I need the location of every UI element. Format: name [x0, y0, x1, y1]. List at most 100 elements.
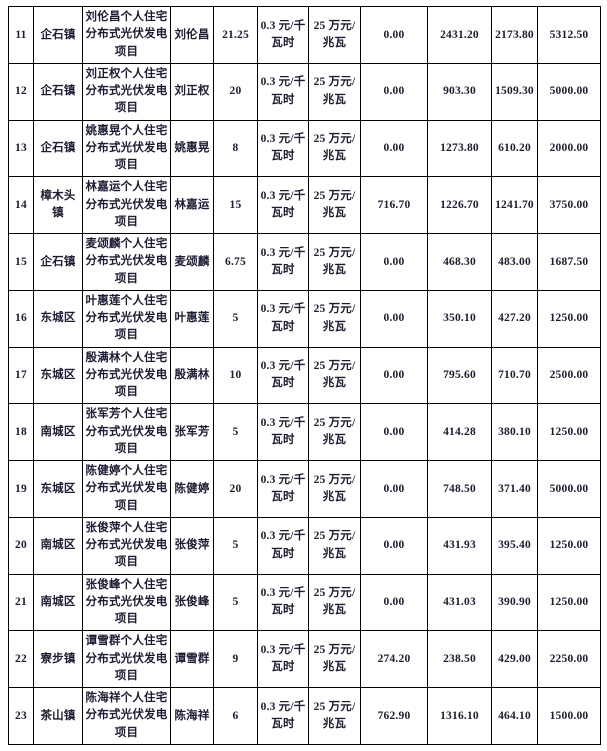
cell-applicant-name: 谭雪群 [170, 630, 214, 688]
cell-project-name: 谭雪群个人住宅分布式光伏发电项目 [82, 630, 171, 688]
cell-subsidy-price: 0.3 元/千瓦时 [257, 176, 309, 234]
cell-project-name: 刘伦昌个人住宅分布式光伏发电项目 [82, 6, 171, 64]
cell-serial-number: 19 [8, 460, 34, 518]
cell-subsidy-standard: 25 万元/兆瓦 [308, 573, 361, 632]
cell-amount-column-2: 431.03 [427, 573, 492, 632]
cell-capacity-kw: 5 [213, 516, 258, 575]
cell-serial-number: 15 [8, 233, 34, 291]
cell-amount-column-1: 0.00 [360, 346, 428, 405]
cell-amount-column-3: 483.00 [491, 233, 538, 291]
table-row: 14 樟木头镇 林嘉运个人住宅分布式光伏发电项目 林嘉运 15 0.3 元/千瓦时 25 万… [8, 176, 601, 234]
cell-amount-column-3: 610.20 [491, 119, 538, 178]
cell-project-name: 林嘉运个人住宅分布式光伏发电项目 [82, 176, 171, 234]
cell-amount-column-3: 1509.30 [491, 62, 538, 121]
table-row: 11 企石镇 刘伦昌个人住宅分布式光伏发电项目 刘伦昌 21.25 0.3 元/千瓦时 25… [8, 6, 601, 64]
cell-total-amount: 1250.00 [537, 403, 601, 461]
cell-subsidy-standard: 25 万元/兆瓦 [308, 460, 361, 518]
cell-total-amount: 1250.00 [537, 289, 601, 348]
cell-total-amount: 5000.00 [537, 62, 601, 121]
cell-amount-column-3: 390.90 [491, 573, 538, 632]
cell-serial-number: 11 [8, 6, 34, 64]
cell-capacity-kw: 5 [213, 289, 258, 348]
cell-total-amount: 1687.50 [537, 233, 601, 291]
cell-serial-number: 16 [8, 289, 34, 348]
cell-capacity-kw: 20 [213, 460, 258, 518]
cell-amount-column-2: 903.30 [427, 62, 492, 121]
cell-amount-column-3: 427.20 [491, 289, 538, 348]
cell-town-name: 企石镇 [33, 62, 83, 121]
cell-amount-column-3: 464.10 [491, 687, 538, 745]
cell-project-name: 姚惠晃个人住宅分布式光伏发电项目 [82, 119, 171, 178]
cell-amount-column-3: 429.00 [491, 630, 538, 688]
cell-project-name: 陈健婷个人住宅分布式光伏发电项目 [82, 460, 171, 518]
cell-applicant-name: 张俊峰 [170, 573, 214, 632]
cell-subsidy-standard: 25 万元/兆瓦 [308, 630, 361, 688]
cell-amount-column-2: 350.10 [427, 289, 492, 348]
cell-town-name: 东城区 [33, 460, 83, 518]
cell-project-name: 刘正权个人住宅分布式光伏发电项目 [82, 62, 171, 121]
cell-town-name: 南城区 [33, 573, 83, 632]
cell-total-amount: 2000.00 [537, 119, 601, 178]
cell-amount-column-3: 395.40 [491, 516, 538, 575]
cell-serial-number: 13 [8, 119, 34, 178]
cell-subsidy-price: 0.3 元/千瓦时 [257, 233, 309, 291]
cell-applicant-name: 刘伦昌 [170, 6, 214, 64]
cell-serial-number: 14 [8, 176, 34, 234]
cell-subsidy-price: 0.3 元/千瓦时 [257, 403, 309, 461]
cell-subsidy-price: 0.3 元/千瓦时 [257, 289, 309, 348]
cell-amount-column-2: 795.60 [427, 346, 492, 405]
cell-amount-column-3: 2173.80 [491, 6, 538, 64]
table-row: 19 东城区 陈健婷个人住宅分布式光伏发电项目 陈健婷 20 0.3 元/千瓦时 25 万元… [8, 460, 601, 518]
cell-applicant-name: 姚惠晃 [170, 119, 214, 178]
cell-town-name: 南城区 [33, 403, 83, 461]
cell-subsidy-standard: 25 万元/兆瓦 [308, 119, 361, 178]
cell-applicant-name: 麦颂麟 [170, 233, 214, 291]
cell-amount-column-1: 716.70 [360, 176, 428, 234]
cell-project-name: 殷满林个人住宅分布式光伏发电项目 [82, 346, 171, 405]
cell-project-name: 张军芳个人住宅分布式光伏发电项目 [82, 403, 171, 461]
cell-amount-column-3: 380.10 [491, 403, 538, 461]
cell-subsidy-price: 0.3 元/千瓦时 [257, 460, 309, 518]
table-row: 12 企石镇 刘正权个人住宅分布式光伏发电项目 刘正权 20 0.3 元/千瓦时 25 万元… [8, 62, 601, 121]
cell-subsidy-standard: 25 万元/兆瓦 [308, 346, 361, 405]
cell-capacity-kw: 8 [213, 119, 258, 178]
cell-amount-column-1: 0.00 [360, 460, 428, 518]
cell-serial-number: 17 [8, 346, 34, 405]
cell-total-amount: 5000.00 [537, 460, 601, 518]
cell-applicant-name: 张军芳 [170, 403, 214, 461]
table-body: 11 企石镇 刘伦昌个人住宅分布式光伏发电项目 刘伦昌 21.25 0.3 元/千瓦时 25… [8, 6, 601, 745]
cell-capacity-kw: 20 [213, 62, 258, 121]
cell-subsidy-price: 0.3 元/千瓦时 [257, 630, 309, 688]
cell-applicant-name: 刘正权 [170, 62, 214, 121]
table-row: 20 南城区 张俊萍个人住宅分布式光伏发电项目 张俊萍 5 0.3 元/千瓦时 25 万元/… [8, 516, 601, 575]
cell-amount-column-2: 468.30 [427, 233, 492, 291]
cell-amount-column-1: 0.00 [360, 6, 428, 64]
cell-subsidy-standard: 25 万元/兆瓦 [308, 687, 361, 745]
cell-amount-column-1: 0.00 [360, 119, 428, 178]
cell-applicant-name: 殷满林 [170, 346, 214, 405]
cell-capacity-kw: 6.75 [213, 233, 258, 291]
table-row: 15 企石镇 麦颂麟个人住宅分布式光伏发电项目 麦颂麟 6.75 0.3 元/千瓦时 25 … [8, 233, 601, 291]
cell-amount-column-1: 0.00 [360, 62, 428, 121]
cell-project-name: 陈海祥个人住宅分布式光伏发电项目 [82, 687, 171, 745]
cell-total-amount: 1250.00 [537, 573, 601, 632]
cell-serial-number: 23 [8, 687, 34, 745]
cell-town-name: 东城区 [33, 289, 83, 348]
cell-amount-column-1: 0.00 [360, 516, 428, 575]
cell-subsidy-price: 0.3 元/千瓦时 [257, 6, 309, 64]
cell-town-name: 樟木头镇 [33, 176, 83, 234]
cell-subsidy-standard: 25 万元/兆瓦 [308, 176, 361, 234]
cell-capacity-kw: 21.25 [213, 6, 258, 64]
cell-amount-column-2: 1316.10 [427, 687, 492, 745]
cell-subsidy-price: 0.3 元/千瓦时 [257, 687, 309, 745]
cell-town-name: 企石镇 [33, 233, 83, 291]
cell-subsidy-standard: 25 万元/兆瓦 [308, 403, 361, 461]
cell-capacity-kw: 5 [213, 403, 258, 461]
cell-total-amount: 1250.00 [537, 516, 601, 575]
cell-subsidy-standard: 25 万元/兆瓦 [308, 233, 361, 291]
cell-amount-column-2: 1226.70 [427, 176, 492, 234]
cell-project-name: 叶惠莲个人住宅分布式光伏发电项目 [82, 289, 171, 348]
cell-amount-column-1: 762.90 [360, 687, 428, 745]
cell-subsidy-standard: 25 万元/兆瓦 [308, 62, 361, 121]
